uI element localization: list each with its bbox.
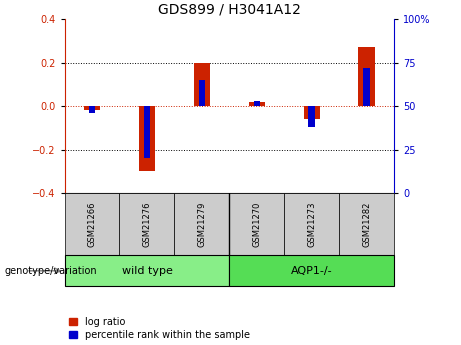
Text: AQP1-/-: AQP1-/- [291,266,332,276]
Text: GSM21276: GSM21276 [142,201,152,247]
Bar [65,255,229,286]
Bar [308,106,315,127]
Bar [284,193,339,255]
Bar [229,193,284,255]
Bar [303,106,320,119]
Bar [89,106,95,113]
Text: GSM21282: GSM21282 [362,201,371,247]
Bar [84,106,100,110]
Bar [174,193,229,255]
Bar [254,101,260,106]
Legend: log ratio, percentile rank within the sample: log ratio, percentile rank within the sa… [70,317,250,340]
Bar [339,193,394,255]
Bar [363,68,370,106]
Text: wild type: wild type [122,266,172,276]
Bar [199,80,205,106]
Bar [359,47,375,106]
Text: genotype/variation: genotype/variation [5,266,97,276]
Text: GSM21270: GSM21270 [252,201,261,247]
Bar [194,62,210,106]
Bar [144,106,150,158]
Title: GDS899 / H3041A12: GDS899 / H3041A12 [158,2,301,17]
Bar [229,255,394,286]
Bar [65,193,119,255]
Text: GSM21266: GSM21266 [88,201,96,247]
Bar [119,193,174,255]
Text: GSM21273: GSM21273 [307,201,316,247]
Text: GSM21279: GSM21279 [197,201,207,247]
Bar [248,102,265,106]
Bar [139,106,155,171]
